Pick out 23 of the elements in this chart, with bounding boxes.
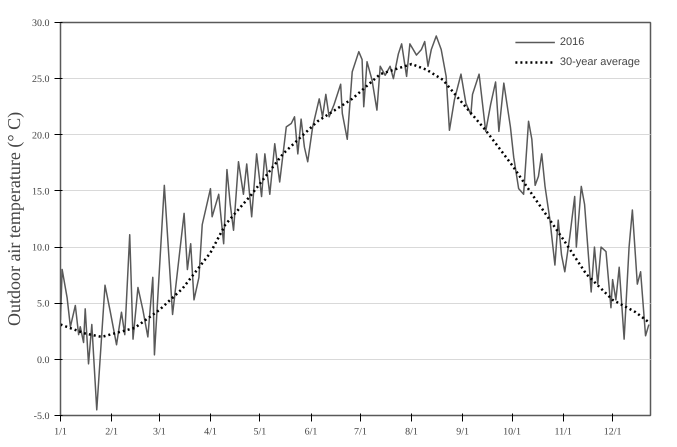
x-tick-label: 3/1 [152,426,166,438]
y-tick-label: 10.0 [32,242,50,254]
x-tick-label: 2/1 [105,426,118,438]
y-tick-label: 30.0 [32,18,50,29]
y-tick-label: 0.0 [37,354,50,366]
x-tick-label: 8/1 [405,426,418,438]
legend-label: 30-year average [560,56,640,68]
y-tick-label: 5.0 [37,298,50,310]
x-tick-label: 12/1 [604,426,622,438]
x-tick-label: 11/1 [554,426,572,438]
x-tick-label: 4/1 [204,426,217,438]
y-tick-label: 20.0 [32,130,50,142]
x-tick-label: 6/1 [304,426,318,438]
y-tick-label: 15.0 [32,186,50,198]
x-tick-label: 9/1 [456,426,470,438]
x-tick-label: 1/1 [54,426,67,438]
y-axis-title: Outdoor air temperature (° C) [4,112,24,326]
x-tick-label: 7/1 [354,426,367,438]
legend-label: 2016 [560,36,584,48]
y-tick-label: -5.0 [34,411,50,422]
x-tick-label: 10/1 [503,426,521,438]
x-tick-label: 5/1 [254,426,266,438]
y-tick-label: 25.0 [32,74,50,86]
